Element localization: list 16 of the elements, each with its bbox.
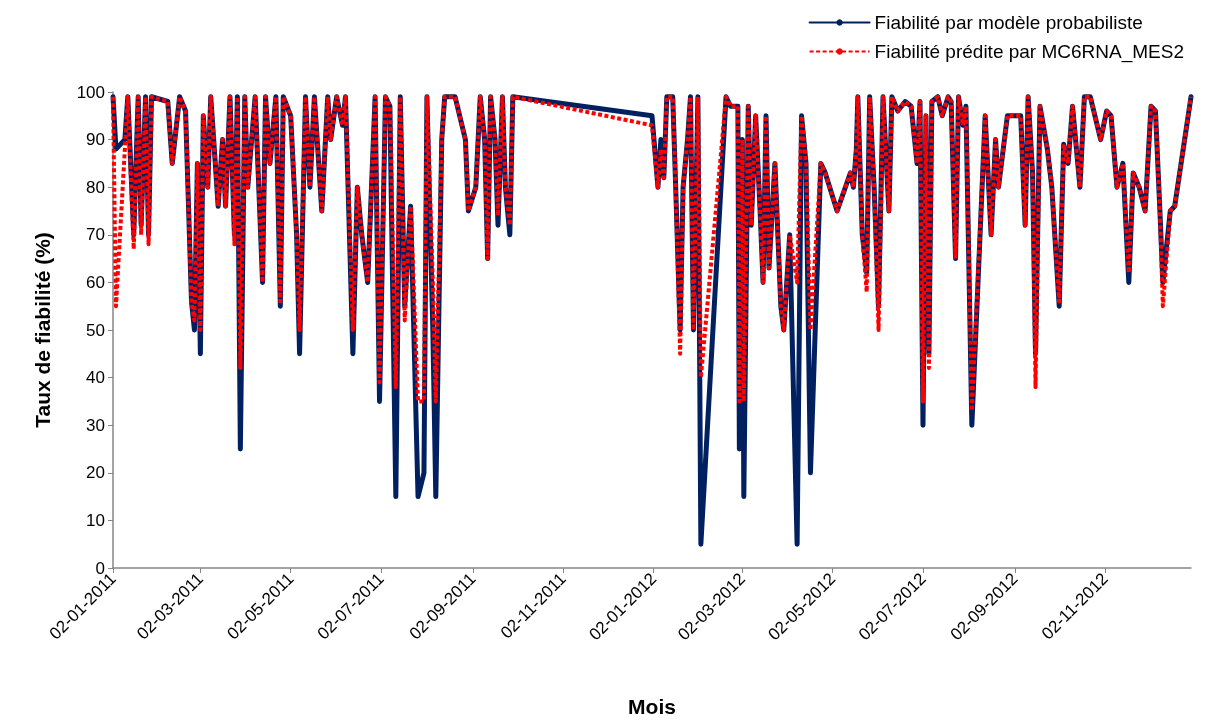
- y-axis-title: Taux de fiabilité (%): [31, 232, 54, 428]
- y-tick-label: 10: [86, 510, 105, 530]
- legend-label: Fiabilité par modèle probabiliste: [874, 12, 1143, 33]
- y-tick-label: 80: [86, 177, 105, 197]
- x-axis-title: Mois: [628, 695, 676, 718]
- y-tick-label: 100: [76, 82, 105, 102]
- legend-label: Fiabilité prédite par MC6RNA_MES2: [874, 41, 1185, 63]
- y-tick-label: 20: [86, 463, 105, 483]
- y-tick-label: 50: [86, 320, 105, 340]
- y-tick-label: 70: [86, 225, 105, 245]
- y-tick-label: 60: [86, 272, 105, 292]
- y-tick-label: 0: [95, 558, 105, 578]
- y-tick-label: 90: [86, 130, 105, 150]
- y-tick-label: 40: [86, 368, 105, 388]
- y-tick-label: 30: [86, 415, 105, 435]
- line-series: [111, 94, 1193, 413]
